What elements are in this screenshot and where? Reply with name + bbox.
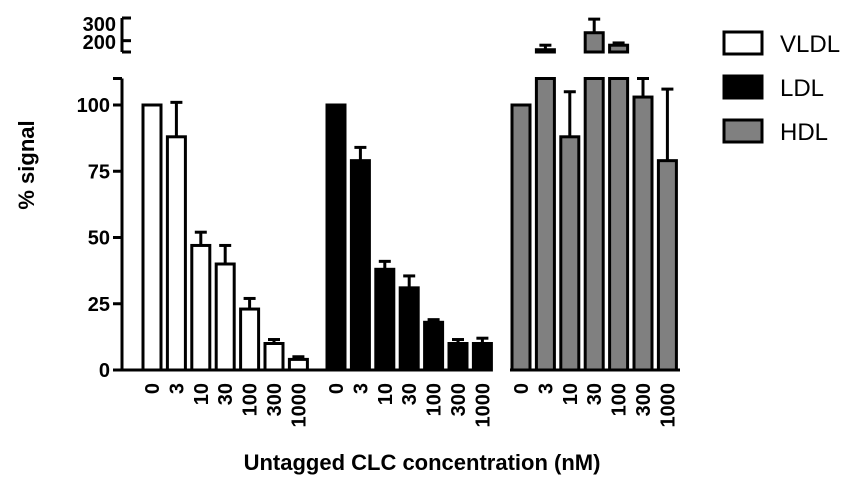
bar-ldl-10 — [374, 267, 396, 372]
bar-hdl-300 — [632, 95, 654, 372]
bar-vldl-300 — [263, 342, 285, 372]
legend-label-vldl: VLDL — [780, 31, 840, 58]
x-tick-label: 10 — [560, 383, 582, 405]
y-tick-label: 75 — [88, 161, 110, 183]
x-tick-label: 100 — [609, 383, 631, 416]
legend: VLDL LDL HDL — [722, 30, 840, 146]
y-tick-label-upper: 200 — [83, 32, 116, 54]
bar-hdl-100 — [608, 77, 630, 372]
x-tick-label: 10 — [191, 383, 213, 405]
y-tick-label: 0 — [99, 360, 110, 382]
bar-ldl-3 — [349, 159, 371, 372]
legend-swatch-vldl — [722, 30, 764, 56]
x-tick-label: 30 — [215, 383, 237, 405]
x-tick-label: 30 — [399, 383, 421, 405]
y-tick-label-upper: 300 — [83, 14, 116, 36]
x-tick-label: 0 — [326, 383, 348, 394]
bar-upper-segment — [583, 31, 605, 54]
y-tick-label: 100 — [77, 95, 110, 117]
bar-hdl-3 — [534, 77, 556, 372]
bar-hdl-0 — [510, 103, 532, 372]
bar-vldl-30 — [214, 262, 236, 372]
x-tick-label: 100 — [424, 383, 446, 416]
legend-swatch-hdl — [722, 118, 764, 144]
bar-vldl-0 — [141, 103, 163, 372]
bar-ldl-1000 — [471, 342, 493, 372]
bar-hdl-30 — [583, 77, 605, 372]
bar-ldl-300 — [447, 342, 469, 372]
legend-swatch-ldl — [722, 74, 764, 100]
legend-label-hdl: HDL — [780, 119, 828, 146]
bar-vldl-100 — [239, 307, 261, 372]
x-tick-label: 300 — [264, 383, 286, 416]
legend-label-ldl: LDL — [780, 75, 824, 102]
x-tick-label: 10 — [375, 383, 397, 405]
x-tick-label: 1000 — [657, 383, 679, 428]
bar-upper-segment — [534, 48, 556, 54]
x-tick-label: 300 — [448, 383, 470, 416]
y-axis-title: % signal — [14, 120, 39, 209]
bar-upper-segment — [608, 43, 630, 54]
y-tick-label: 50 — [88, 228, 110, 250]
bar-hdl-10 — [559, 135, 581, 372]
x-tick-label: 1000 — [472, 383, 494, 428]
x-tick-label: 3 — [535, 383, 557, 394]
x-tick-label: 0 — [142, 383, 164, 394]
x-tick-label: 3 — [166, 383, 188, 394]
x-axis-title: Untagged CLC concentration (nM) — [244, 450, 601, 475]
x-tick-label: 3 — [350, 383, 372, 394]
bar-vldl-3 — [165, 135, 187, 372]
y-tick-label: 25 — [88, 294, 110, 316]
bar-hdl-1000 — [656, 159, 678, 372]
bar-ldl-0 — [325, 103, 347, 372]
bar-vldl-1000 — [287, 357, 309, 372]
x-tick-label: 300 — [633, 383, 655, 416]
x-tick-label: 30 — [584, 383, 606, 405]
bar-ldl-100 — [423, 320, 445, 372]
x-tick-label: 1000 — [288, 383, 310, 428]
x-tick-label: 0 — [511, 383, 533, 394]
bar-vldl-10 — [190, 243, 212, 372]
x-tick-label: 100 — [240, 383, 262, 416]
bar-ldl-30 — [398, 286, 420, 372]
